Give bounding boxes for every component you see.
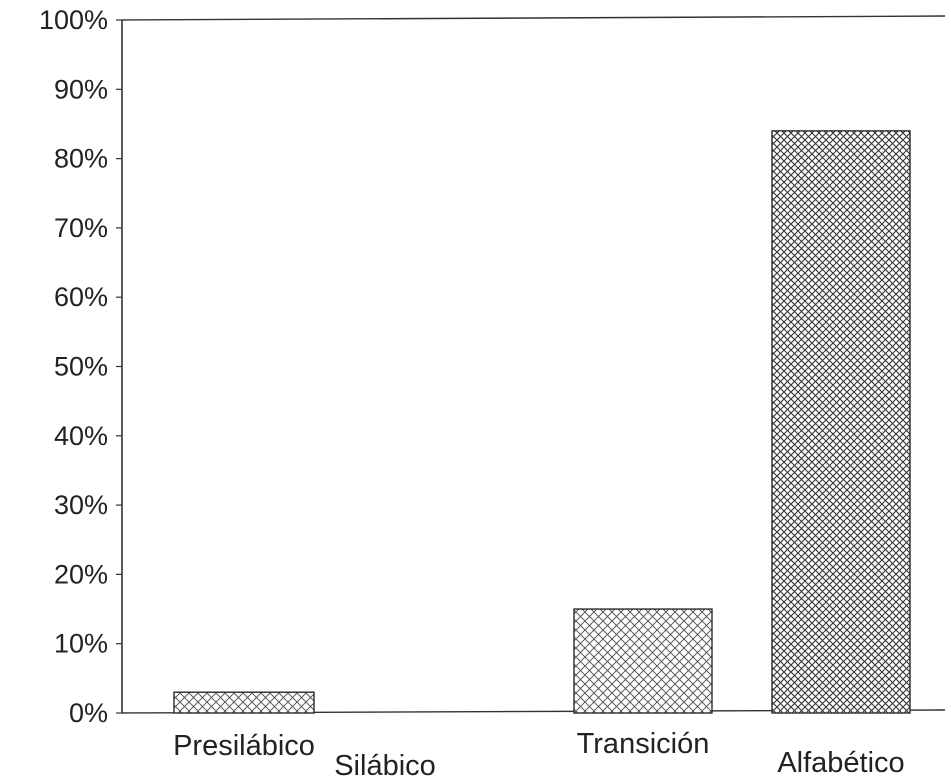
bars-group: [173, 130, 911, 714]
y-tick-label: 90%: [54, 74, 108, 104]
y-tick-label: 20%: [54, 559, 108, 589]
y-tick-label: 0%: [69, 698, 108, 728]
y-tick-label: 40%: [54, 421, 108, 451]
y-tick-label: 50%: [54, 352, 108, 382]
bar-3: [771, 130, 911, 714]
x-category-label: Presilábico: [173, 730, 315, 762]
x-category-label: Alfabético: [777, 747, 904, 779]
y-tick-label: 80%: [54, 144, 108, 174]
y-tick-label: 30%: [54, 490, 108, 520]
x-category-label: Silábico: [334, 750, 436, 782]
plot-top-border: [121, 15, 946, 21]
bar-0: [173, 691, 315, 714]
x-axis-labels: Presilábico Silábico Transición Alfabético: [173, 728, 905, 782]
bar-2: [573, 608, 713, 714]
y-tick-label: 10%: [54, 629, 108, 659]
y-tick-label: 70%: [54, 213, 108, 243]
y-tick-label: 60%: [54, 282, 108, 312]
y-axis: 0% 10% 20% 30% 40% 50% 60% 70% 80% 90% 100%: [39, 5, 122, 728]
x-category-label: Transición: [577, 728, 710, 760]
y-tick-label: 100%: [39, 5, 108, 35]
